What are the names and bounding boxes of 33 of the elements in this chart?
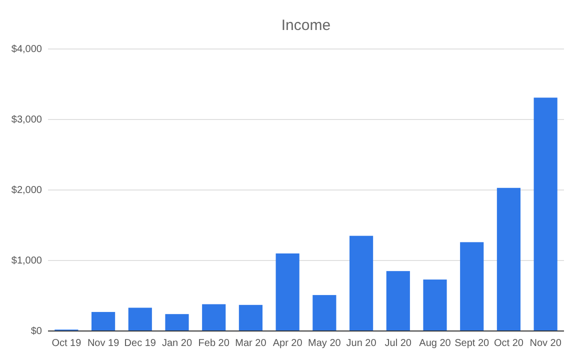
- y-tick-label: $4,000: [11, 44, 42, 56]
- x-tick-label: Oct 19: [52, 338, 82, 350]
- x-tick-label: May 20: [308, 338, 342, 350]
- y-tick-label: $1,000: [11, 256, 42, 267]
- x-tick-label: Mar 20: [235, 338, 267, 350]
- bar: [349, 236, 374, 331]
- bar: [202, 304, 226, 331]
- x-tick-label: Nov 19: [87, 338, 120, 350]
- x-tick-label: Aug 20: [419, 338, 452, 350]
- bar: [238, 304, 263, 331]
- x-tick-label: Sept 20: [454, 338, 490, 350]
- bar: [128, 308, 152, 331]
- bar: [276, 253, 300, 331]
- bar: [423, 280, 447, 331]
- chart-title: Income: [281, 17, 331, 34]
- y-tick-label: $0: [30, 326, 42, 338]
- x-tick-label: Oct 20: [494, 338, 524, 350]
- x-tick-label: Jul 20: [384, 338, 412, 350]
- bar: [91, 312, 116, 331]
- x-tick-label: Feb 20: [198, 338, 230, 350]
- x-tick-label: Jan 20: [162, 338, 192, 350]
- x-tick-label: Jun 20: [346, 338, 377, 350]
- x-tick-label: Dec 19: [124, 338, 156, 350]
- bar: [165, 314, 189, 331]
- bar: [496, 188, 521, 331]
- y-tick-label: $3,000: [11, 114, 42, 126]
- bar: [534, 98, 558, 331]
- bar: [460, 242, 484, 331]
- x-tick-label: Nov 20: [530, 338, 562, 350]
- x-tick-label: Apr 20: [272, 338, 303, 350]
- bar: [386, 271, 410, 331]
- bar: [312, 295, 336, 331]
- y-tick-label: $2,000: [11, 185, 42, 196]
